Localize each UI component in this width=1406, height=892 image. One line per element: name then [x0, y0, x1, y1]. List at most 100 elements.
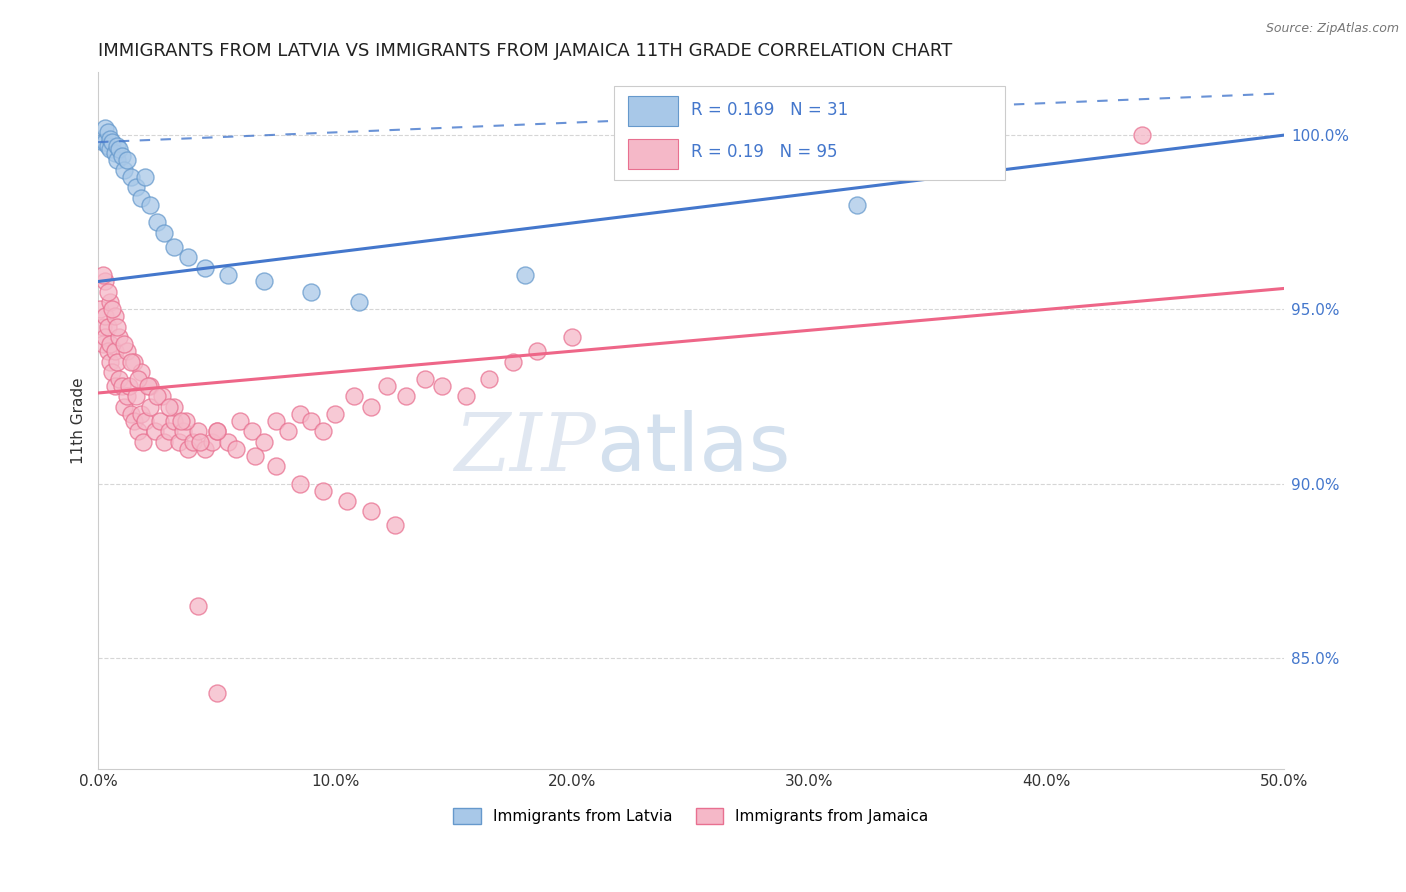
Point [98, 131, 121, 145]
Point [127, 425, 149, 439]
Point [91, 135, 114, 149]
Point [205, 425, 228, 439]
Point [139, 400, 162, 414]
Point [91, 268, 114, 282]
Point [478, 372, 501, 386]
Point [139, 198, 162, 212]
Point [101, 135, 124, 149]
Text: atlas: atlas [596, 409, 790, 488]
Text: Source: ZipAtlas.com: Source: ZipAtlas.com [1265, 22, 1399, 36]
Point [105, 319, 128, 334]
Text: R = 0.169   N = 31: R = 0.169 N = 31 [690, 102, 848, 120]
Point [205, 425, 228, 439]
Point [846, 198, 869, 212]
Point [395, 389, 418, 403]
Point [115, 153, 138, 167]
Point [167, 434, 190, 449]
Point [112, 337, 135, 351]
Point [181, 434, 204, 449]
Point [157, 425, 180, 439]
Point [89, 302, 111, 317]
Point [526, 344, 548, 359]
Point [343, 389, 366, 403]
Point [1130, 128, 1153, 143]
Point [136, 379, 159, 393]
Point [502, 354, 524, 368]
Point [101, 302, 124, 317]
Point [112, 163, 135, 178]
Point [96, 319, 118, 334]
Point [153, 434, 176, 449]
Point [146, 215, 169, 229]
Point [94, 121, 117, 136]
Point [125, 389, 148, 403]
Point [105, 153, 128, 167]
Point [218, 434, 240, 449]
Y-axis label: 11th Grade: 11th Grade [72, 377, 86, 464]
Point [312, 425, 335, 439]
Point [312, 483, 335, 498]
Point [104, 344, 127, 359]
Point [127, 372, 149, 386]
Point [94, 310, 117, 324]
Point [360, 400, 382, 414]
Point [384, 518, 406, 533]
Point [264, 459, 287, 474]
Point [105, 138, 128, 153]
Point [240, 425, 263, 439]
Point [111, 149, 134, 163]
Point [163, 414, 186, 428]
Point [125, 180, 148, 194]
Point [336, 494, 359, 508]
Point [163, 400, 186, 414]
Point [104, 379, 127, 393]
Point [120, 169, 142, 184]
Point [454, 389, 477, 403]
Point [98, 354, 121, 368]
Point [94, 330, 117, 344]
Point [513, 268, 536, 282]
Point [347, 295, 370, 310]
Point [377, 379, 399, 393]
Legend: Immigrants from Latvia, Immigrants from Jamaica: Immigrants from Latvia, Immigrants from … [453, 808, 928, 824]
Point [561, 330, 583, 344]
Point [91, 319, 114, 334]
Point [253, 434, 276, 449]
Point [96, 285, 118, 299]
Point [187, 599, 209, 613]
Point [96, 344, 118, 359]
Point [115, 389, 138, 403]
FancyBboxPatch shape [614, 87, 1005, 180]
Point [301, 285, 323, 299]
Point [415, 372, 437, 386]
Point [229, 414, 252, 428]
Point [172, 425, 194, 439]
Point [243, 449, 266, 463]
Point [98, 142, 121, 156]
Point [94, 275, 117, 289]
Point [194, 260, 217, 275]
Point [96, 125, 118, 139]
Point [129, 365, 152, 379]
Point [174, 414, 197, 428]
Point [277, 425, 299, 439]
Point [150, 389, 173, 403]
Point [120, 407, 142, 421]
Point [187, 425, 209, 439]
Point [188, 434, 211, 449]
Point [118, 379, 141, 393]
Text: ZIP: ZIP [454, 410, 596, 488]
Point [170, 414, 193, 428]
Point [132, 434, 155, 449]
Point [98, 295, 121, 310]
Point [225, 442, 247, 456]
Point [105, 354, 128, 368]
Point [194, 442, 217, 456]
Point [146, 389, 169, 403]
Point [91, 337, 114, 351]
Point [153, 226, 176, 240]
Point [120, 354, 142, 368]
Point [143, 425, 166, 439]
Text: IMMIGRANTS FROM LATVIA VS IMMIGRANTS FROM JAMAICA 11TH GRADE CORRELATION CHART: IMMIGRANTS FROM LATVIA VS IMMIGRANTS FRO… [98, 42, 952, 60]
Point [129, 191, 152, 205]
